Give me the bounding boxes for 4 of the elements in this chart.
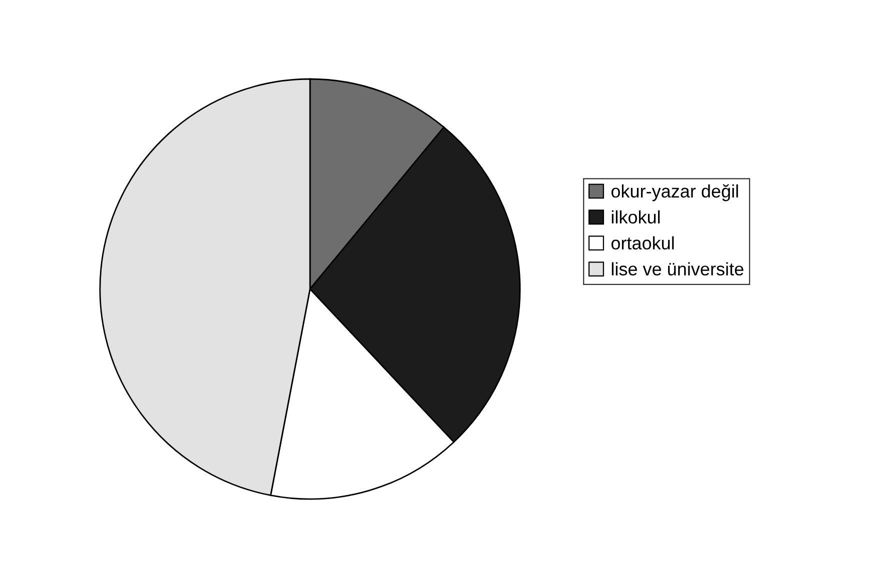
- legend-label: ortaokul: [611, 236, 674, 250]
- legend-label: ilkokul: [612, 210, 660, 224]
- legend-label: lise ve üniversite: [612, 262, 744, 276]
- legend-label: okur-yazar değil: [611, 184, 738, 202]
